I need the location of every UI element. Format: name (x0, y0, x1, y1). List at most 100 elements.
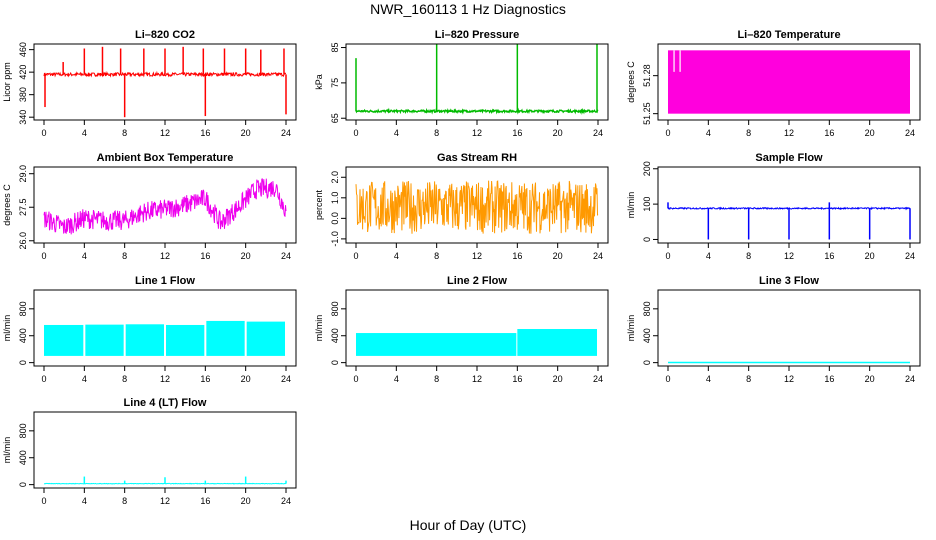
data-band (246, 321, 285, 356)
y-tick-label: 400 (330, 328, 340, 343)
x-tick-label: 0 (41, 251, 46, 261)
panel-2: Li–820 Pressure kPa 0 4 8 12 16 20 24 65 75 85 (314, 29, 609, 138)
y-tick-label: 26.0 (18, 232, 28, 250)
x-tick-label: 20 (865, 251, 875, 261)
x-tick-label: 0 (353, 374, 358, 384)
data-series (355, 180, 599, 234)
panel-1: Li–820 CO2 Licor ppm 0 4 8 12 16 20 24 340 380 420 4… (2, 29, 297, 138)
y-tick-label: 420 (18, 65, 28, 80)
x-tick-label: 20 (865, 374, 875, 384)
x-tick-label: 16 (200, 496, 210, 506)
x-tick-label: 12 (472, 374, 482, 384)
x-tick-label: 16 (200, 374, 210, 384)
x-axis-label: Hour of Day (UTC) (409, 517, 527, 533)
y-tick-label: 2.0 (330, 171, 340, 184)
x-tick-label: 4 (394, 128, 399, 138)
y-axis-label: kPa (314, 74, 324, 90)
x-tick-label: 12 (160, 251, 170, 261)
x-tick-label: 12 (160, 496, 170, 506)
y-tick-label: 800 (18, 423, 28, 438)
x-tick-label: 12 (784, 374, 794, 384)
x-tick-label: 4 (706, 128, 711, 138)
data-band (206, 320, 245, 356)
panel-title: Li–820 Pressure (435, 29, 519, 41)
y-tick-label: 0 (18, 360, 28, 365)
x-tick-label: 12 (784, 128, 794, 138)
y-tick-label: 29.0 (18, 165, 28, 183)
x-tick-label: 4 (394, 251, 399, 261)
y-tick-label: 27.5 (18, 198, 28, 216)
y-axis-label: ml/min (626, 192, 636, 219)
panel-9: Line 3 Flow ml/min 0 4 8 12 16 20 24 0 400 800 (626, 275, 921, 384)
y-tick-label: 65 (330, 113, 340, 123)
y-tick-label: -1.0 (330, 231, 340, 247)
panel-4: Ambient Box Temperature degrees C 0 4 8 12 16 2… (2, 152, 297, 261)
x-tick-label: 0 (665, 251, 670, 261)
x-tick-label: 4 (82, 128, 87, 138)
x-tick-label: 0 (353, 128, 358, 138)
x-tick-label: 4 (82, 496, 87, 506)
panel-10: Line 4 (LT) Flow ml/min 0 4 8 12 16 20 24 0 400 800 (2, 397, 297, 506)
x-tick-label: 12 (160, 374, 170, 384)
x-tick-label: 8 (434, 128, 439, 138)
data-band (517, 329, 597, 356)
y-axis-label: degrees C (2, 184, 12, 226)
x-tick-label: 8 (122, 496, 127, 506)
x-tick-label: 4 (82, 251, 87, 261)
x-tick-label: 24 (281, 128, 291, 138)
x-tick-label: 16 (824, 128, 834, 138)
x-tick-label: 20 (553, 374, 563, 384)
data-series (44, 320, 285, 356)
y-tick-label: 800 (18, 301, 28, 316)
y-tick-label: 200 (642, 161, 652, 176)
data-band (166, 324, 205, 356)
y-axis-label: ml/min (2, 315, 12, 342)
y-tick-label: 340 (18, 110, 28, 125)
x-tick-label: 8 (746, 374, 751, 384)
x-tick-label: 0 (41, 128, 46, 138)
panel-5: Gas Stream RH percent 0 4 8 12 16 20 24 -1.0 0.0 1.… (314, 152, 609, 261)
data-series (356, 329, 597, 356)
x-tick-label: 20 (241, 374, 251, 384)
y-tick-label: 51.25 (642, 102, 652, 125)
x-tick-label: 20 (241, 496, 251, 506)
panel-title: Line 3 Flow (759, 275, 819, 287)
data-line (43, 178, 287, 235)
y-tick-label: 400 (18, 328, 28, 343)
data-series (355, 44, 599, 115)
y-tick-label: 400 (642, 328, 652, 343)
data-series (43, 476, 287, 485)
panel-title: Ambient Box Temperature (97, 152, 234, 164)
plot-frame (33, 411, 297, 489)
x-tick-label: 8 (122, 251, 127, 261)
y-tick-label: 51.28 (642, 64, 652, 87)
x-tick-label: 8 (746, 251, 751, 261)
x-tick-label: 24 (593, 128, 603, 138)
data-band (125, 324, 164, 356)
y-tick-label: 380 (18, 87, 28, 102)
y-tick-label: 800 (642, 301, 652, 316)
panel-title: Sample Flow (755, 152, 823, 164)
x-tick-label: 8 (122, 128, 127, 138)
plot-frame (345, 43, 609, 121)
x-tick-label: 16 (200, 251, 210, 261)
y-tick-label: 1.0 (330, 192, 340, 205)
x-tick-label: 0 (41, 496, 46, 506)
x-tick-label: 24 (593, 374, 603, 384)
data-line (355, 107, 599, 115)
x-tick-label: 8 (122, 374, 127, 384)
y-tick-label: 0 (642, 237, 652, 242)
y-axis-label: ml/min (626, 315, 636, 342)
y-tick-label: 75 (330, 78, 340, 88)
panel-3: Li–820 Temperature degrees C 0 4 8 12 16 20 24 51… (626, 29, 921, 138)
x-tick-label: 8 (746, 128, 751, 138)
x-tick-label: 12 (472, 251, 482, 261)
data-band (668, 50, 910, 114)
x-tick-label: 12 (784, 251, 794, 261)
x-tick-label: 4 (706, 374, 711, 384)
data-series (43, 46, 287, 118)
x-tick-label: 20 (553, 251, 563, 261)
panel-6: Sample Flow ml/min 0 4 8 12 16 20 24 0 100 200 (626, 152, 921, 261)
x-tick-label: 4 (706, 251, 711, 261)
